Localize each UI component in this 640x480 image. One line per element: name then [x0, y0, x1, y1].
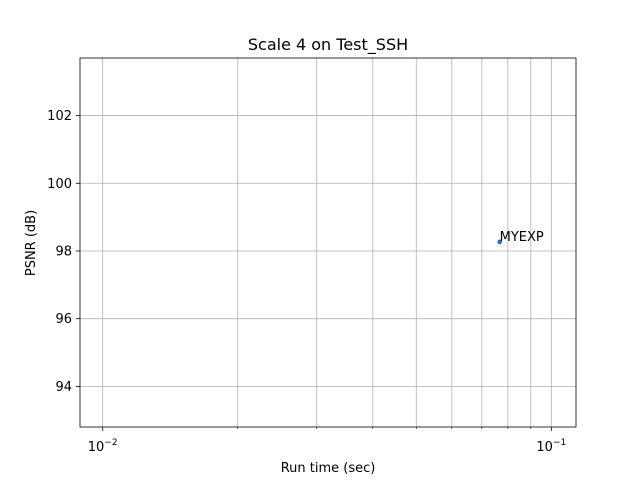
y-tick-label: 94 — [55, 380, 72, 395]
data-point-label: MYEXP — [500, 230, 544, 245]
x-axis-label: Run time (sec) — [281, 461, 376, 476]
x-tick-label: 10−1 — [536, 438, 566, 455]
y-tick-label: 102 — [47, 109, 72, 124]
x-axis-ticks: 10−2 10−1 — [88, 427, 566, 455]
data-points: MYEXP — [497, 230, 544, 245]
y-axis-label: PSNR (dB) — [24, 210, 39, 276]
plot-frame — [79, 57, 577, 428]
x-tick-label: 10−2 — [88, 438, 118, 455]
y-tick-label: 96 — [55, 312, 72, 327]
y-axis-ticks: 94 96 98 100 102 — [47, 109, 80, 395]
y-tick-label: 98 — [55, 244, 72, 259]
grid-layer — [80, 58, 576, 427]
y-tick-label: 100 — [47, 177, 72, 192]
chart-title: Scale 4 on Test_SSH — [248, 35, 408, 55]
data-point — [497, 239, 502, 245]
